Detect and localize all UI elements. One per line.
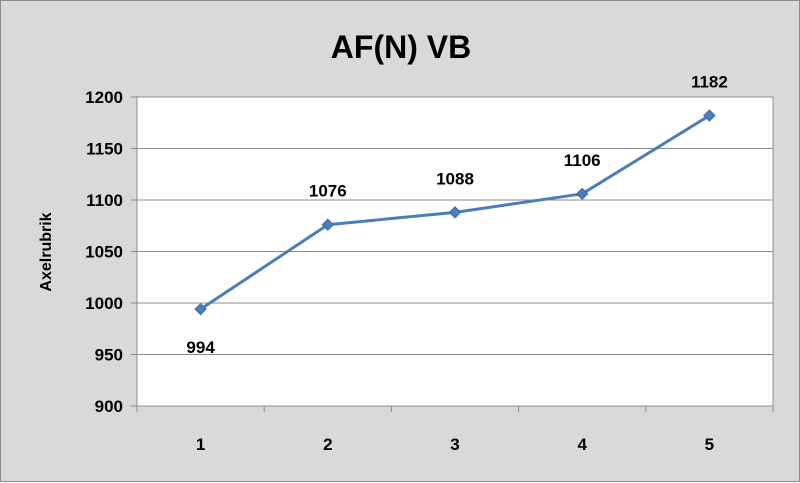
y-tick-label: 1100 [86, 191, 123, 210]
data-point-marker [194, 302, 207, 316]
data-point-marker [321, 218, 335, 231]
y-tick-label: 1000 [85, 294, 123, 313]
data-point-marker [448, 206, 462, 219]
y-tick-label: 900 [95, 397, 123, 416]
grid-lines [137, 96, 773, 407]
data-point-marker [575, 187, 589, 201]
y-axis-label: Axelrubrik [38, 212, 55, 291]
data-label: 1076 [309, 182, 347, 201]
chart-title: AF(N) VB [331, 29, 471, 65]
data-label: 1088 [436, 169, 474, 188]
data-series [194, 109, 716, 316]
y-tick-label: 1050 [85, 243, 123, 262]
x-tick-label: 4 [577, 435, 587, 454]
data-point-marker [703, 109, 716, 122]
y-tick-label: 1150 [86, 140, 123, 159]
x-axis-ticks: 1 2 3 4 5 [136, 406, 774, 454]
x-tick-label: 3 [450, 435, 459, 454]
data-labels: 994 1076 1088 1106 1182 [186, 73, 727, 358]
x-tick-label: 2 [323, 435, 332, 454]
data-label: 994 [186, 338, 215, 357]
y-tick-label: 950 [95, 346, 123, 365]
y-axis-ticks: 900 950 1000 1050 1100 1150 1200 [85, 88, 137, 416]
data-label: 1182 [691, 73, 728, 92]
x-tick-label: 5 [705, 435, 714, 454]
data-label: 1106 [564, 151, 601, 170]
y-tick-label: 1200 [85, 88, 123, 107]
x-tick-label: 1 [196, 435, 205, 454]
